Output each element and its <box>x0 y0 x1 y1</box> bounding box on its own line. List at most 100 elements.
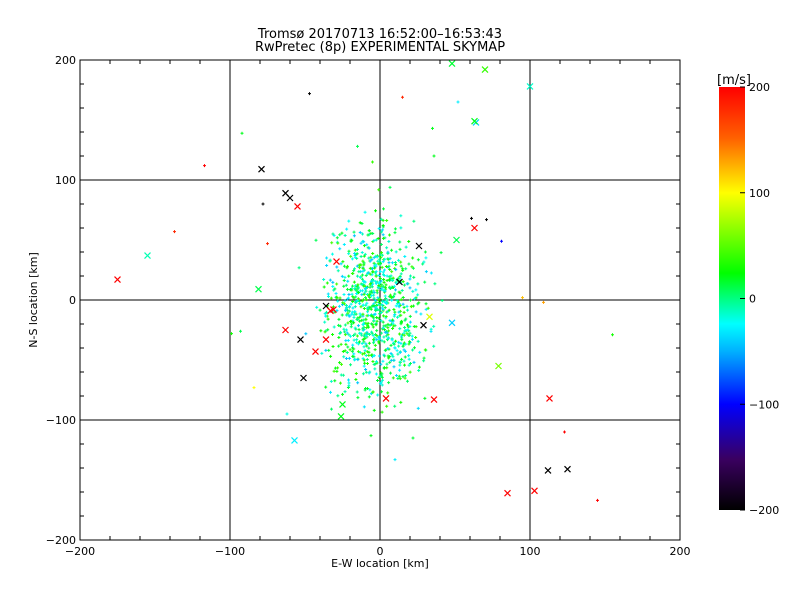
cloud-point <box>395 298 399 302</box>
cloud-point <box>352 269 356 273</box>
data-point <box>470 216 473 220</box>
chart-subtitle: RwPretec (8p) EXPERIMENTAL SKYMAP <box>255 40 505 55</box>
cloud-point <box>390 261 394 265</box>
cloud-point <box>336 394 340 398</box>
cloud-point <box>327 348 331 352</box>
cloud-point <box>342 284 346 288</box>
cloud-point <box>357 340 361 344</box>
cloud-point <box>352 321 356 325</box>
cloud-point <box>374 372 378 376</box>
cloud-point <box>407 262 411 266</box>
cloud-point <box>367 325 371 329</box>
cloud-point <box>381 228 385 232</box>
cloud-point <box>347 384 351 388</box>
cloud-point <box>347 381 351 385</box>
cloud-point <box>405 379 409 383</box>
cloud-point <box>371 390 375 394</box>
cloud-point <box>408 362 412 366</box>
cloud-point <box>372 304 376 308</box>
cloud-point <box>398 327 402 331</box>
cloud-point <box>366 306 370 310</box>
cloud-point <box>323 320 327 324</box>
cloud-point <box>406 328 410 332</box>
cloud-point <box>362 345 366 349</box>
cross-marker <box>448 60 456 68</box>
x-axis-label: E-W location [km] <box>331 557 429 570</box>
cloud-point <box>391 327 395 331</box>
cloud-point <box>386 354 390 358</box>
cloud-point <box>387 381 391 385</box>
cross-marker <box>426 313 433 321</box>
cloud-point <box>345 287 349 291</box>
cloud-point <box>379 230 383 234</box>
cross-marker <box>382 394 390 402</box>
cloud-point <box>381 218 385 222</box>
cloud-point <box>401 280 405 284</box>
cloud-point <box>389 274 393 278</box>
cloud-point <box>398 291 402 295</box>
cloud-point <box>368 290 372 294</box>
cloud-point <box>371 341 375 345</box>
cloud-point <box>355 390 359 394</box>
cloud-point <box>422 260 426 264</box>
cloud-point <box>360 277 364 281</box>
cloud-point <box>398 377 402 381</box>
data-point <box>500 239 503 243</box>
cloud-point <box>357 270 361 274</box>
cloud-point <box>361 338 365 342</box>
cloud-point <box>355 341 359 345</box>
cross-marker <box>294 202 301 210</box>
cloud-point <box>365 243 369 247</box>
cloud-point <box>401 375 405 379</box>
cloud-point <box>365 344 369 348</box>
cloud-point <box>381 320 385 324</box>
cloud-point <box>367 395 371 399</box>
cloud-point <box>342 293 346 297</box>
cloud-point <box>388 319 392 323</box>
cloud-point <box>375 255 379 259</box>
cloud-point <box>347 378 351 382</box>
cloud-point <box>432 324 436 328</box>
cloud-point <box>361 266 365 270</box>
cloud-point <box>335 309 339 313</box>
data-point <box>401 95 404 99</box>
cloud-point <box>345 351 349 355</box>
cloud-point <box>404 245 408 249</box>
cloud-point <box>379 362 383 366</box>
data-point <box>266 242 269 246</box>
cloud-point <box>384 265 388 269</box>
cloud-point <box>363 296 367 300</box>
y-tick-label: 200 <box>55 54 76 67</box>
cloud-point <box>391 276 395 280</box>
cloud-point <box>363 349 367 353</box>
cloud-point <box>410 265 414 269</box>
cloud-point <box>338 381 342 385</box>
cloud-point <box>390 298 394 302</box>
cloud-point <box>386 333 390 337</box>
cloud-point <box>385 218 389 222</box>
cloud-point <box>364 289 368 293</box>
x-tick-label: 200 <box>670 545 691 558</box>
cloud-point <box>361 259 365 263</box>
cloud-point <box>353 267 357 271</box>
cloud-point <box>362 254 366 258</box>
cloud-point <box>360 342 364 346</box>
cross-marker <box>114 276 121 284</box>
cloud-point <box>403 326 407 330</box>
cloud-point <box>382 340 386 344</box>
cloud-point <box>416 293 420 297</box>
cloud-point <box>412 275 416 279</box>
cloud-point <box>376 237 380 241</box>
cloud-point <box>340 274 344 278</box>
cloud-point <box>345 227 349 231</box>
cloud-point <box>338 324 342 328</box>
cloud-point <box>366 233 370 237</box>
cloud-point <box>383 330 387 334</box>
cloud-point <box>349 239 353 243</box>
cloud-point <box>371 360 375 364</box>
cloud-point <box>423 396 427 400</box>
cloud-point <box>382 366 386 370</box>
cloud-point <box>367 350 371 354</box>
cloud-point <box>351 306 355 310</box>
cloud-point <box>365 350 369 354</box>
